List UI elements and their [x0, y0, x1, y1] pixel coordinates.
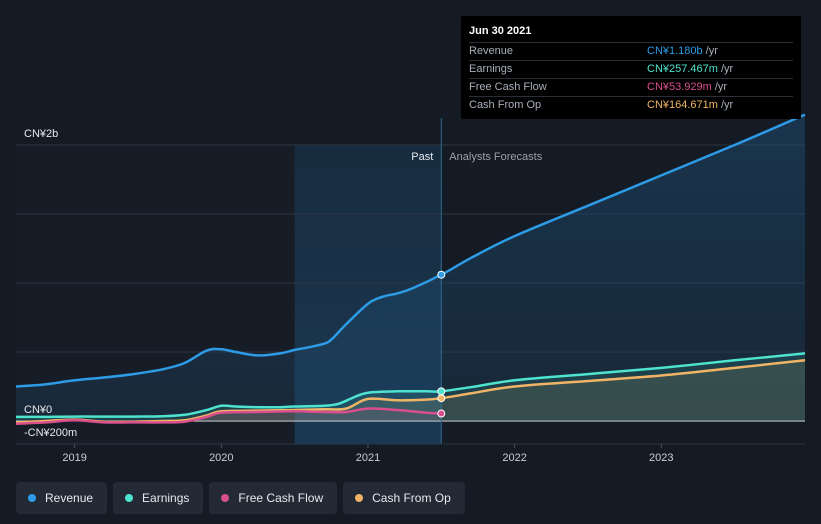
x-tick-label: 2021: [356, 452, 380, 464]
tooltip-row-revenue: Revenue CN¥1.180b /yr: [469, 42, 793, 60]
tooltip-unit: /yr: [720, 63, 734, 75]
legend-label: Free Cash Flow: [238, 491, 324, 505]
x-tick-label: 2022: [502, 452, 526, 464]
tooltip: Jun 30 2021 Revenue CN¥1.180b /yr Earnin…: [461, 16, 801, 119]
y-tick-label: -CN¥200m: [24, 427, 77, 439]
legend-label: Earnings: [142, 491, 190, 505]
x-tick-label: 2020: [209, 452, 233, 464]
revenue-line: [15, 113, 806, 388]
x-tick-label: 2019: [62, 452, 86, 464]
x-tick-label: 2023: [649, 452, 673, 464]
tooltip-value: CN¥1.180b: [647, 45, 703, 57]
tooltip-value: CN¥53.929m: [647, 81, 712, 93]
tooltip-unit: /yr: [720, 99, 734, 111]
tooltip-unit: /yr: [714, 81, 728, 93]
earnings-marker: [437, 387, 446, 396]
past-label: Past: [411, 151, 433, 163]
legend-label: Revenue: [45, 491, 94, 505]
tooltip-date: Jun 30 2021: [469, 25, 532, 37]
tooltip-unit: /yr: [705, 45, 718, 57]
tooltip-label: Free Cash Flow: [469, 81, 547, 93]
legend-item-cash-from-op[interactable]: Cash From Op: [343, 482, 465, 514]
legend-item-earnings[interactable]: Earnings: [113, 482, 204, 514]
y-tick-label: CN¥2b: [24, 128, 58, 140]
legend-dot: [355, 494, 364, 502]
tooltip-value: CN¥164.671m: [647, 99, 718, 111]
cash-from-op-area: [16, 360, 805, 423]
legend-item-free-cash-flow[interactable]: Free Cash Flow: [209, 482, 338, 514]
earnings-line: [16, 352, 806, 419]
tooltip-value: CN¥257.467m: [647, 63, 718, 75]
earnings-area: [16, 353, 805, 421]
revenue-marker: [437, 270, 446, 279]
tooltip-row-free-cash-flow: Free Cash Flow CN¥53.929m /yr: [469, 78, 793, 96]
legend-dot: [125, 494, 134, 502]
legend: Revenue Earnings Free Cash Flow Cash Fro…: [16, 482, 465, 514]
revenue-area: [16, 114, 805, 421]
free-cash-flow-line: [15, 407, 442, 426]
legend-dot: [221, 494, 230, 502]
legend-label: Cash From Op: [372, 491, 451, 505]
legend-item-revenue[interactable]: Revenue: [16, 482, 108, 514]
tooltip-label: Earnings: [469, 63, 513, 75]
forecast-label: Analysts Forecasts: [449, 151, 542, 163]
tooltip-row-cash-from-op: Cash From Op CN¥164.671m /yr: [469, 96, 793, 114]
free-cash-flow-marker: [437, 409, 446, 418]
tooltip-label: Cash From Op: [469, 99, 542, 111]
cash-from-op-marker: [437, 394, 446, 403]
y-tick-label: CN¥0: [24, 404, 52, 416]
legend-dot: [28, 494, 36, 502]
tooltip-label: Revenue: [469, 45, 514, 57]
tooltip-row-earnings: Earnings CN¥257.467m /yr: [469, 60, 793, 78]
